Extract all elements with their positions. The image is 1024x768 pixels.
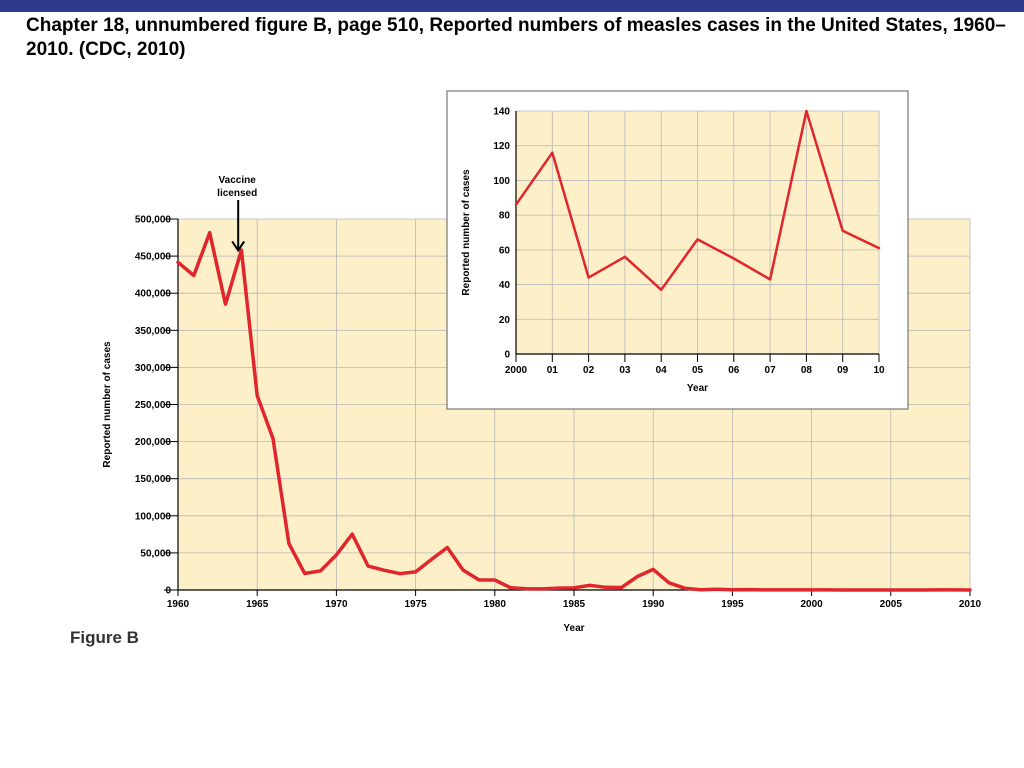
inset-x-tick-label: 2000 (505, 365, 528, 376)
main-y-tick-label: 500,000 (135, 215, 172, 226)
inset-y-tick-label: 140 (493, 107, 510, 118)
inset-x-tick-label: 01 (547, 365, 559, 376)
main-y-axis-label: Reported number of cases (102, 341, 113, 468)
inset-x-axis-label: Year (687, 383, 708, 394)
main-y-tick-label: 250,000 (135, 400, 172, 411)
inset-y-tick-label: 60 (499, 245, 511, 256)
inset-y-tick-label: 0 (504, 350, 510, 361)
inset-x-tick-label: 02 (583, 365, 595, 376)
main-series-line (176, 230, 972, 592)
main-x-tick-label: 1960 (167, 599, 190, 610)
main-y-tick-label: 150,000 (135, 474, 172, 485)
inset-x-tick-label: 09 (837, 365, 849, 376)
inset-y-tick-label: 100 (493, 176, 510, 187)
main-y-tick-label: 300,000 (135, 363, 172, 374)
inset-x-tick-label: 06 (728, 365, 740, 376)
vaccine-annotation-line-1: Vaccine (219, 175, 257, 186)
top-accent-bar (0, 0, 1024, 12)
inset-x-tick-label: 07 (765, 365, 777, 376)
main-x-axis-label: Year (563, 623, 584, 634)
main-y-tick-label: 100,000 (135, 511, 172, 522)
figure-label: Figure B (70, 628, 139, 647)
inset-y-axis-label: Reported number of cases (461, 169, 472, 296)
vaccine-annotation-line-2: licensed (217, 188, 257, 199)
inset-series-line (514, 109, 881, 292)
main-x-tick-label: 1965 (246, 599, 269, 610)
main-x-tick-label: 2000 (800, 599, 823, 610)
main-y-tick-label: 50,000 (140, 548, 171, 559)
slide-title: Chapter 18, unnumbered figure B, page 51… (26, 15, 1006, 60)
main-x-tick-label: 2005 (880, 599, 903, 610)
inset-y-tick-label: 120 (493, 141, 510, 152)
main-y-tick-label: 200,000 (135, 437, 172, 448)
main-y-tick-label: 400,000 (135, 289, 172, 300)
main-x-tick-label: 1995 (721, 599, 744, 610)
main-x-tick-label: 1985 (563, 599, 586, 610)
inset-x-tick-label: 10 (873, 365, 885, 376)
vaccine-arrow-head (231, 240, 246, 253)
main-x-tick-label: 1975 (404, 599, 427, 610)
main-x-tick-label: 1990 (642, 599, 665, 610)
main-y-tick-label: 450,000 (135, 252, 172, 263)
inset-x-tick-label: 04 (656, 365, 668, 376)
main-x-tick-label: 2010 (959, 599, 982, 610)
main-x-tick-label: 1970 (325, 599, 348, 610)
main-y-tick-label: 0 (165, 586, 171, 597)
inset-y-tick-label: 20 (499, 315, 511, 326)
main-x-tick-label: 1980 (484, 599, 507, 610)
main-y-tick-label: 350,000 (135, 326, 172, 337)
inset-x-tick-label: 08 (801, 365, 813, 376)
inset-y-tick-label: 40 (499, 280, 511, 291)
inset-y-tick-label: 80 (499, 211, 511, 222)
inset-x-tick-label: 03 (619, 365, 631, 376)
inset-x-tick-label: 05 (692, 365, 704, 376)
